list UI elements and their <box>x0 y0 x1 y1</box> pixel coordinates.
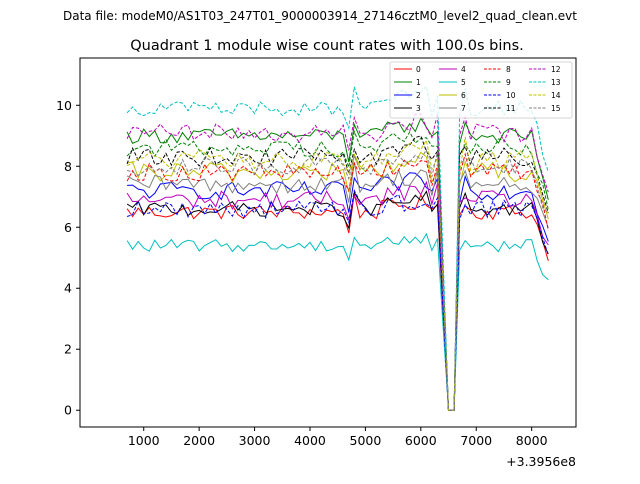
series-line-13 <box>126 85 549 411</box>
legend-label-8: 8 <box>506 65 511 74</box>
legend-label-15: 15 <box>551 104 561 113</box>
x-tick-label: 6000 <box>405 433 437 448</box>
legend-label-4: 4 <box>461 65 466 74</box>
y-tick-label: 6 <box>64 220 72 235</box>
x-tick-label: 7000 <box>460 433 492 448</box>
y-tick-label: 0 <box>64 403 72 418</box>
plot-area <box>126 85 549 411</box>
x-tick-label: 5000 <box>350 433 382 448</box>
legend-label-6: 6 <box>461 91 466 100</box>
y-tick-label: 2 <box>64 342 72 357</box>
legend-label-2: 2 <box>416 91 421 100</box>
series-line-9 <box>126 129 549 411</box>
legend-label-0: 0 <box>416 65 421 74</box>
series-line-0 <box>126 193 549 411</box>
chart-suptitle: Data file: modeM0/AS1T03_247T01_90000039… <box>63 9 577 23</box>
y-tick-label: 4 <box>64 281 72 296</box>
legend-label-13: 13 <box>551 78 561 87</box>
x-tick-label: 3000 <box>239 433 271 448</box>
series-line-4 <box>126 180 549 411</box>
legend-label-1: 1 <box>416 78 421 87</box>
x-tick-label: 4000 <box>294 433 326 448</box>
y-axis: 0 2 4 6 8 10 <box>56 98 80 418</box>
series-line-3 <box>126 190 549 411</box>
series-line-5 <box>126 232 549 411</box>
legend-label-14: 14 <box>551 91 561 100</box>
legend-label-9: 9 <box>506 78 511 87</box>
legend-label-11: 11 <box>506 104 516 113</box>
series-line-8 <box>126 152 549 411</box>
series-line-15 <box>126 148 549 411</box>
y-tick-label: 8 <box>64 159 72 174</box>
y-tick-label: 10 <box>56 98 72 113</box>
series-line-11 <box>126 135 549 411</box>
legend-label-3: 3 <box>416 104 421 113</box>
series-line-14 <box>126 136 549 411</box>
x-offset-label: +3.3956e8 <box>506 454 576 469</box>
legend-label-12: 12 <box>551 65 561 74</box>
series-line-10 <box>126 189 549 411</box>
x-tick-label: 1000 <box>128 433 160 448</box>
series-line-7 <box>126 162 549 411</box>
legend-box <box>389 61 573 119</box>
legend-label-5: 5 <box>461 78 466 87</box>
series-line-12 <box>126 113 549 411</box>
axes-frame <box>79 57 577 428</box>
x-tick-label: 2000 <box>183 433 215 448</box>
series-line-1 <box>126 117 549 411</box>
x-axis: 1000 2000 3000 4000 5000 6000 7000 8000 <box>128 427 548 448</box>
series-line-6 <box>126 151 549 411</box>
legend-label-7: 7 <box>461 104 466 113</box>
chart-title: Quadrant 1 module wise count rates with … <box>130 38 524 54</box>
series-line-2 <box>127 172 549 411</box>
x-tick-label: 8000 <box>516 433 548 448</box>
legend-label-10: 10 <box>506 91 516 100</box>
